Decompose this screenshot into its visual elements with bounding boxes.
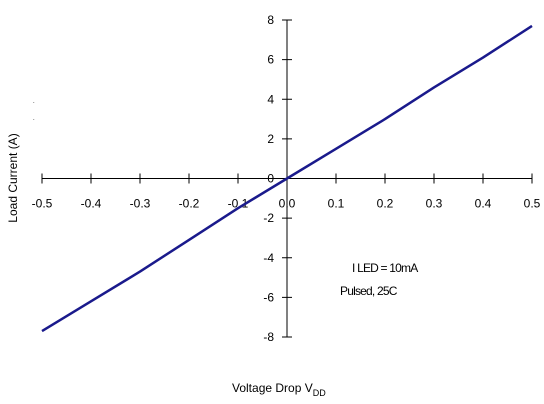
series-line — [41, 24, 533, 333]
dot-mark: . — [33, 99, 35, 105]
x-tick-label: 0.3 — [426, 197, 443, 211]
x-tick-label: 0.4 — [475, 197, 492, 211]
x-axis-label: Voltage Drop VDD — [232, 381, 326, 398]
y-tick-label: 0 — [267, 172, 274, 186]
y-tick-label: 2 — [267, 132, 274, 146]
x-tick-label: -0.5 — [32, 197, 53, 211]
x-tick-label: -0.4 — [81, 197, 102, 211]
y-tick-label: 4 — [267, 92, 274, 106]
y-tick-label: -6 — [263, 290, 274, 304]
annotation-test-condition: Pulsed, 25C — [340, 284, 398, 298]
x-axis: -0.5 -0.4 -0.3 -0.2 -0.1 0.0 0.1 0.2 0.3 0.4 0.5 — [32, 173, 541, 211]
x-tick-label: -0.3 — [130, 197, 151, 211]
y-tick-label: -4 — [263, 251, 274, 265]
annotation-led-current: I LED = 10mA — [352, 261, 418, 275]
x-tick-label: 0.5 — [524, 197, 541, 211]
dot-mark: . — [33, 116, 35, 122]
y-tick-label: 6 — [267, 53, 274, 67]
y-tick-label: -2 — [263, 211, 274, 225]
x-tick-label: 0.1 — [328, 197, 345, 211]
y-tick-label: -8 — [263, 330, 274, 344]
y-tick-label: 8 — [267, 13, 274, 27]
series-layer — [41, 24, 533, 333]
x-tick-label: -0.1 — [228, 197, 249, 211]
y-axis-label: Load Current (A) — [6, 133, 20, 222]
x-axis-label-main: Voltage Drop V — [232, 381, 313, 395]
x-tick-label: -0.2 — [179, 197, 200, 211]
x-tick-label: 0.2 — [377, 197, 394, 211]
x-axis-label-subscript: DD — [313, 388, 326, 398]
